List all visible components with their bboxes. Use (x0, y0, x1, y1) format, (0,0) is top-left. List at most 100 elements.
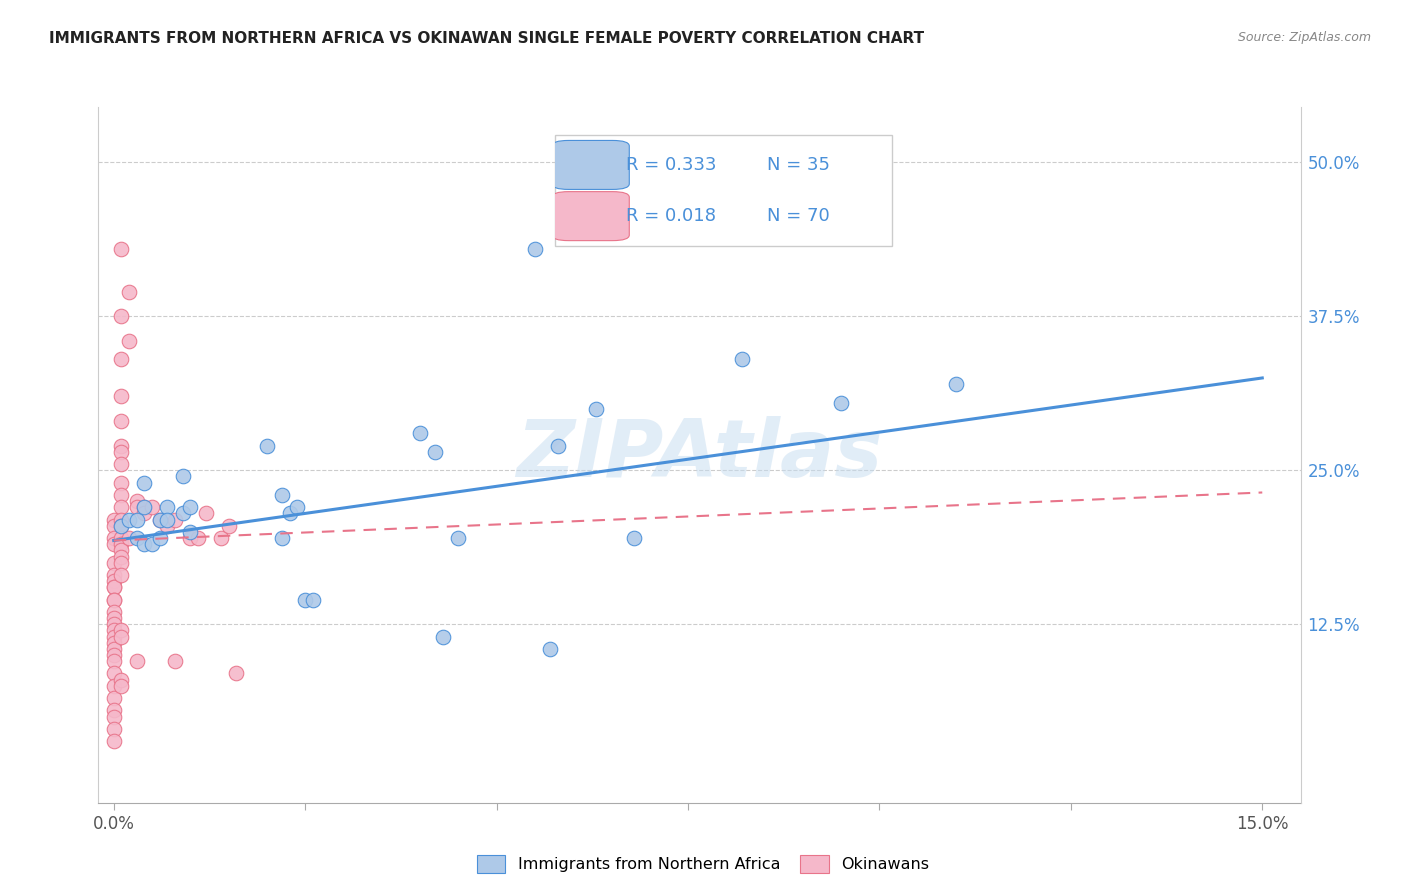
Point (103, 630, 125, 644)
FancyBboxPatch shape (553, 140, 630, 189)
Text: Source: ZipAtlas.com: Source: ZipAtlas.com (1237, 31, 1371, 45)
Text: IMMIGRANTS FROM NORTHERN AFRICA VS OKINAWAN SINGLE FEMALE POVERTY CORRELATION CH: IMMIGRANTS FROM NORTHERN AFRICA VS OKINA… (49, 31, 924, 46)
Point (110, 242, 132, 256)
Point (110, 518, 132, 533)
Point (287, 500, 309, 515)
Point (103, 580, 125, 594)
Point (149, 512, 172, 526)
Point (103, 703, 125, 717)
Point (110, 630, 132, 644)
FancyBboxPatch shape (555, 135, 891, 246)
Point (163, 654, 186, 668)
Point (134, 537, 156, 551)
Point (103, 556, 125, 570)
Point (125, 654, 148, 668)
Point (103, 641, 125, 656)
FancyBboxPatch shape (553, 192, 630, 241)
Point (110, 389, 132, 403)
Point (447, 531, 470, 545)
Point (209, 531, 232, 545)
Point (103, 648, 125, 662)
Point (118, 531, 141, 545)
Point (218, 518, 240, 533)
Point (125, 494, 148, 508)
Point (110, 531, 132, 545)
Point (156, 518, 179, 533)
Point (256, 439, 278, 453)
Point (125, 531, 148, 545)
Point (125, 512, 148, 526)
Text: R = 0.333: R = 0.333 (626, 156, 717, 174)
Point (103, 568, 125, 582)
Point (103, 679, 125, 693)
Point (271, 488, 294, 502)
Point (103, 654, 125, 668)
Point (110, 439, 132, 453)
Text: N = 70: N = 70 (768, 207, 830, 225)
Point (110, 518, 132, 533)
Point (103, 512, 125, 526)
Point (103, 592, 125, 607)
Point (730, 352, 752, 367)
Point (110, 537, 132, 551)
Point (278, 507, 301, 521)
Point (103, 624, 125, 638)
Y-axis label: Single Female Poverty: Single Female Poverty (0, 370, 7, 540)
Point (585, 401, 607, 416)
Point (110, 475, 132, 490)
Point (103, 617, 125, 632)
Point (134, 507, 156, 521)
Point (134, 500, 156, 515)
Point (134, 475, 156, 490)
Point (141, 500, 163, 515)
Point (110, 488, 132, 502)
Point (110, 445, 132, 459)
Point (432, 630, 454, 644)
Point (156, 500, 179, 515)
Point (172, 507, 194, 521)
Point (547, 439, 569, 453)
Point (179, 524, 201, 539)
Point (110, 556, 132, 570)
Point (945, 377, 967, 392)
Point (103, 537, 125, 551)
Point (425, 445, 447, 459)
Point (830, 395, 852, 409)
Point (163, 512, 186, 526)
Point (103, 518, 125, 533)
Point (110, 414, 132, 428)
Point (271, 531, 294, 545)
Point (225, 666, 247, 681)
Point (103, 592, 125, 607)
Point (118, 512, 141, 526)
Point (110, 549, 132, 564)
Point (103, 691, 125, 706)
Point (103, 611, 125, 625)
Point (103, 531, 125, 545)
Text: ZIPAtlas: ZIPAtlas (516, 416, 883, 494)
Point (103, 605, 125, 619)
Point (110, 310, 132, 324)
Point (118, 285, 141, 299)
Point (110, 543, 132, 558)
Point (179, 500, 201, 515)
Point (301, 592, 323, 607)
Point (156, 512, 179, 526)
Point (110, 679, 132, 693)
Text: N = 35: N = 35 (768, 156, 831, 174)
Point (194, 507, 217, 521)
Point (110, 624, 132, 638)
Point (409, 426, 432, 441)
Point (110, 512, 132, 526)
Point (103, 574, 125, 589)
Text: R = 0.018: R = 0.018 (626, 207, 716, 225)
Point (294, 592, 316, 607)
Point (103, 666, 125, 681)
Point (110, 352, 132, 367)
Point (623, 531, 645, 545)
Point (110, 500, 132, 515)
Point (134, 500, 156, 515)
Point (118, 334, 141, 348)
Point (103, 636, 125, 650)
Point (187, 531, 209, 545)
